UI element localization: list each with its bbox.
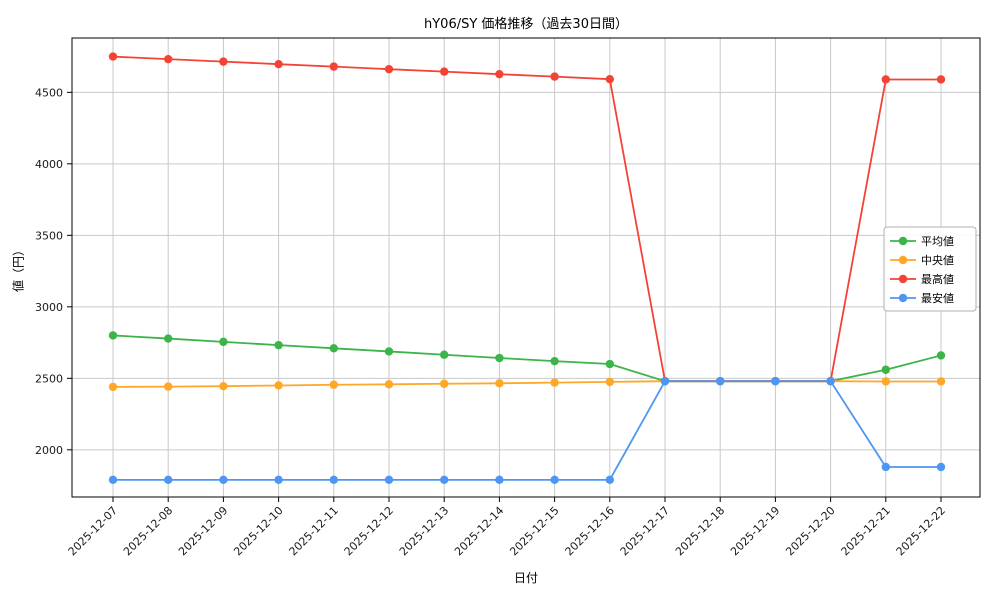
data-point-min [660,376,670,386]
y-tick-label: 3000 [35,301,63,314]
data-point-average [164,334,173,343]
x-axis-label: 日付 [513,571,538,585]
data-point-median [219,381,228,391]
data-point-median [108,382,118,392]
data-point-min [936,462,946,472]
data-point-max [495,69,504,79]
data-point-max [440,67,449,76]
x-tick-label: 2025-12-12 [342,504,396,558]
data-point-average [495,353,504,363]
data-point-min [495,475,504,485]
legend-item-median: 中央値 [890,254,954,267]
x-tick-label: 2025-12-18 [673,504,727,558]
y-tick-label: 4500 [35,86,63,99]
y-tick-label: 2000 [35,444,63,457]
x-tick-label: 2025-12-21 [839,504,893,558]
x-tick-label: 2025-12-10 [231,504,285,558]
data-point-median [881,377,890,386]
axes-spines [71,37,981,498]
data-point-average [605,359,614,369]
data-point-max [550,72,559,81]
y-tick-label: 3500 [35,229,63,242]
data-point-min [605,475,614,485]
data-point-average [219,337,228,347]
x-tick-label: 2025-12-19 [728,504,782,558]
data-point-min [826,376,835,386]
x-tick-label: 2025-12-14 [452,504,506,558]
x-tick-label: 2025-12-15 [507,504,561,558]
data-point-min [219,475,228,485]
data-point-min [274,475,283,485]
x-tick-label: 2025-12-09 [176,504,230,558]
data-point-max [605,74,614,84]
legend-item-average: 平均値 [890,235,954,248]
data-point-average [329,344,338,353]
legend-box [883,226,977,312]
legend-label-min: 最安値 [921,291,954,305]
x-tick-label: 2025-12-22 [894,504,948,558]
legend-marker-median [898,255,908,265]
y-tick-label: 4000 [35,158,63,171]
data-point-max [274,59,283,69]
data-point-max [329,62,338,71]
data-point-min [716,376,725,386]
data-point-average [384,347,394,356]
data-point-min [440,475,449,485]
data-point-median [274,381,283,390]
y-tick-label: 2500 [35,372,63,385]
x-tick-labels: 2025-12-07 2025-12-08 2025-12-09 2025-12-10… [66,497,948,558]
x-tick-label: 2025-12-07 [66,504,120,558]
x-tick-label: 2025-12-16 [563,504,617,558]
data-point-average [936,351,946,360]
data-point-min [108,475,118,485]
data-point-max [108,52,118,61]
data-point-median [936,377,946,386]
data-point-median [164,382,173,391]
data-point-max [936,75,946,84]
x-tick-label: 2025-12-17 [618,504,672,558]
plot-area [72,38,980,497]
x-tick-label: 2025-12-20 [783,504,837,558]
data-point-median [384,380,394,389]
legend-item-min: 最安値 [890,291,954,305]
legend-label-max: 最高値 [921,272,954,286]
data-point-min [164,475,173,485]
data-point-min [384,475,394,485]
data-point-max [881,75,890,84]
chart-title: hY06/SY 価格推移（過去30日間） [424,17,628,32]
data-point-average [108,331,118,340]
x-tick-label: 2025-12-11 [287,504,341,558]
data-point-min [329,475,338,485]
data-point-min [771,376,780,386]
data-point-average [440,350,449,359]
legend-item-max: 最高値 [890,272,954,286]
data-point-min [550,475,559,485]
data-point-max [219,57,228,66]
legend-label-median: 中央値 [921,254,954,267]
data-point-average [274,340,283,350]
series-min [108,376,946,485]
legend-marker-max [898,274,908,284]
x-tick-label: 2025-12-13 [397,504,451,558]
data-point-median [495,379,504,388]
data-point-max [384,64,394,74]
data-point-average [550,356,559,366]
legend-marker-average [898,236,908,246]
series-line-min [112,380,942,481]
data-point-median [605,377,614,387]
x-tick-label: 2025-12-08 [121,504,175,558]
data-point-median [329,380,338,389]
y-tick-labels: 2000 2500 3000 3500 4000 4500 [35,86,72,457]
data-point-max [164,54,173,64]
legend-marker-min [898,293,908,303]
data-point-min [881,462,890,472]
data-point-average [881,365,890,374]
legend-label-average: 平均値 [921,235,954,248]
data-point-median [550,378,559,387]
data-point-median [440,379,449,388]
